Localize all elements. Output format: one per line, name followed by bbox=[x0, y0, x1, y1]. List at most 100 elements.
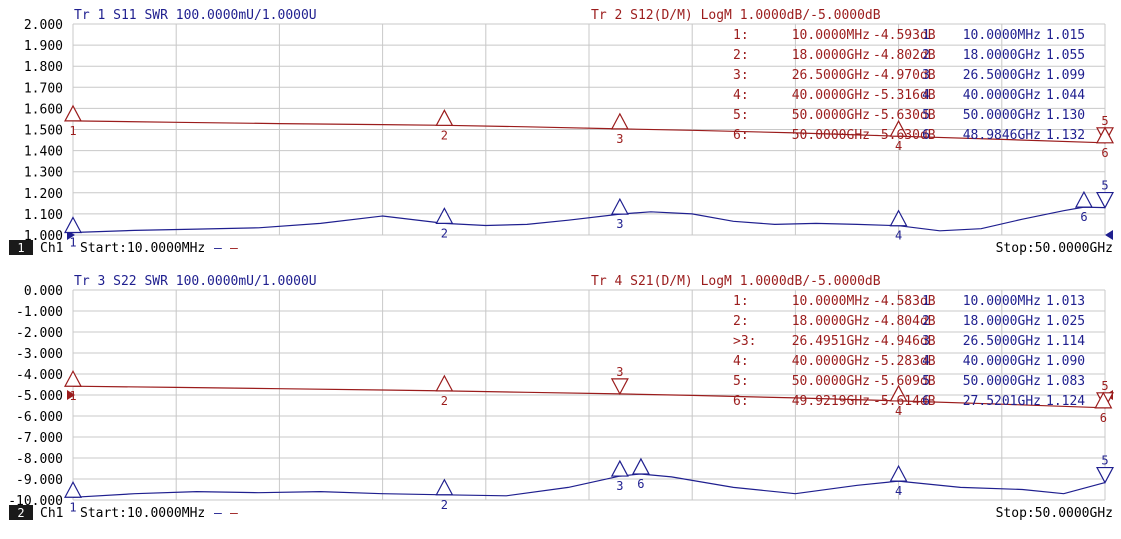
marker-readout-freq: 18.0000GHz bbox=[792, 314, 870, 329]
channel-badge bbox=[9, 240, 33, 255]
series-line-blue bbox=[72, 473, 1106, 498]
marker-readout-freq: 18.0000GHz bbox=[792, 48, 870, 63]
marker-readout-id: 4: bbox=[733, 88, 749, 103]
marker-readout-id: 1 bbox=[922, 28, 930, 43]
marker-label: 6 bbox=[637, 477, 644, 491]
marker-readout-freq: 40.0000GHz bbox=[963, 354, 1041, 369]
marker-label: 2 bbox=[441, 128, 448, 142]
y-tick-label: -2.000 bbox=[16, 326, 63, 341]
marker-readout-freq: 27.5201GHz bbox=[963, 394, 1041, 409]
marker-readout-freq: 26.5000GHz bbox=[792, 68, 870, 83]
marker-label: 4 bbox=[895, 139, 902, 153]
marker-readout-freq: 40.0000GHz bbox=[963, 88, 1041, 103]
y-tick-label: -4.000 bbox=[16, 368, 63, 383]
y-tick-label: 1.100 bbox=[24, 208, 63, 223]
marker-label: 4 bbox=[895, 484, 902, 498]
marker-readout-value: -5.316dB bbox=[873, 88, 936, 103]
y-tick-label: 1.200 bbox=[24, 187, 63, 202]
marker-label: 6 bbox=[1101, 146, 1108, 160]
marker-readout-value: -5.630dB bbox=[873, 128, 936, 143]
marker-readout-id: 1: bbox=[733, 28, 749, 43]
channel-number: 2 bbox=[17, 506, 24, 520]
marker-label: 1 bbox=[69, 500, 76, 514]
marker-triangle bbox=[889, 209, 908, 227]
marker-readout-value: 1.013 bbox=[1046, 294, 1085, 309]
y-tick-label: -8.000 bbox=[16, 452, 63, 467]
marker-readout-value: 1.124 bbox=[1046, 394, 1085, 409]
trace-label: Tr 4 S21(D/M) LogM 1.0000dB/-5.0000dB bbox=[591, 274, 881, 289]
marker-label: 2 bbox=[441, 498, 448, 512]
marker-readout-id: 3 bbox=[922, 334, 930, 349]
channel-badge bbox=[9, 505, 33, 520]
marker-label: 4 bbox=[895, 229, 902, 243]
marker-readout-id: 6 bbox=[922, 394, 930, 409]
marker-readout-id: 5: bbox=[733, 374, 749, 389]
marker-triangle bbox=[1096, 126, 1114, 144]
marker-readout-freq: 49.9219GHz bbox=[792, 394, 870, 409]
marker-triangle bbox=[435, 207, 454, 224]
marker-triangle bbox=[64, 480, 82, 498]
trace-indicator-blue: — bbox=[214, 241, 222, 256]
marker-label: 4 bbox=[895, 404, 902, 418]
channel-number: 1 bbox=[17, 241, 24, 255]
y-tick-label: 1.900 bbox=[24, 39, 63, 54]
marker-label: 2 bbox=[441, 394, 448, 408]
marker-readout-value: 1.015 bbox=[1046, 28, 1085, 43]
marker-readout-id: 3 bbox=[922, 68, 930, 83]
marker-label: 3 bbox=[616, 132, 623, 146]
y-tick-label: -3.000 bbox=[16, 347, 63, 362]
y-tick-label: 1.300 bbox=[24, 166, 63, 181]
marker-readout-value: -5.614dB bbox=[873, 394, 936, 409]
marker-readout-value: -5.283dB bbox=[873, 354, 936, 369]
marker-readout-id: 4: bbox=[733, 354, 749, 369]
marker-label: 3 bbox=[616, 217, 623, 231]
sweep-stop: Stop:50.0000GHz bbox=[996, 241, 1113, 256]
trace-label: Tr 3 S22 SWR 100.0000mU/1.0000U bbox=[74, 274, 317, 289]
marker-readout-id: 4 bbox=[922, 88, 930, 103]
marker-readout-freq: 50.0000GHz bbox=[792, 128, 870, 143]
trace-indicator-red: — bbox=[230, 241, 238, 256]
marker-label: 5 bbox=[1101, 114, 1108, 128]
marker-label: 2 bbox=[441, 226, 448, 240]
sweep-stop: Stop:50.0000GHz bbox=[996, 506, 1113, 521]
marker-readout-value: 1.130 bbox=[1046, 108, 1085, 123]
channel-name: Ch1 bbox=[40, 506, 63, 521]
marker-readout-value: -4.804dB bbox=[873, 314, 936, 329]
marker-readout-id: 4 bbox=[922, 354, 930, 369]
y-tick-label: -1.000 bbox=[16, 305, 63, 320]
marker-readout-id: >3: bbox=[733, 334, 756, 349]
marker-triangle bbox=[1074, 190, 1093, 208]
marker-readout-value: -5.609dB bbox=[873, 374, 936, 389]
marker-readout-value: 1.025 bbox=[1046, 314, 1085, 329]
sweep-start: Start:10.0000MHz bbox=[80, 241, 205, 256]
marker-readout-freq: 50.0000GHz bbox=[792, 108, 870, 123]
marker-readout-freq: 10.0000MHz bbox=[963, 294, 1041, 309]
marker-triangle bbox=[610, 378, 629, 396]
marker-readout-freq: 48.9846GHz bbox=[963, 128, 1041, 143]
marker-readout-freq: 10.0000MHz bbox=[963, 28, 1041, 43]
marker-readout-value: 1.090 bbox=[1046, 354, 1085, 369]
marker-readout-freq: 18.0000GHz bbox=[963, 314, 1041, 329]
marker-readout-freq: 50.0000GHz bbox=[963, 108, 1041, 123]
marker-label: 3 bbox=[616, 479, 623, 493]
marker-readout-id: 2: bbox=[733, 314, 749, 329]
marker-label: 1 bbox=[69, 235, 76, 249]
marker-triangle bbox=[1094, 391, 1113, 409]
marker-triangle bbox=[610, 112, 629, 130]
marker-triangle bbox=[64, 104, 82, 122]
y-tick-label: -7.000 bbox=[16, 431, 63, 446]
marker-readout-id: 5: bbox=[733, 108, 749, 123]
marker-readout-id: 6: bbox=[733, 128, 749, 143]
marker-readout-freq: 18.0000GHz bbox=[963, 48, 1041, 63]
y-tick-label: 2.000 bbox=[24, 18, 63, 33]
marker-readout-value: 1.044 bbox=[1046, 88, 1085, 103]
ref-arrow-right bbox=[1105, 230, 1113, 240]
marker-readout-value: 1.083 bbox=[1046, 374, 1085, 389]
marker-readout-id: 5 bbox=[922, 374, 930, 389]
marker-readout-id: 3: bbox=[733, 68, 749, 83]
marker-label: 6 bbox=[1080, 210, 1087, 224]
marker-readout-freq: 10.0000MHz bbox=[792, 28, 870, 43]
marker-triangle bbox=[1096, 191, 1114, 209]
marker-triangle bbox=[889, 464, 908, 482]
marker-readout-id: 1: bbox=[733, 294, 749, 309]
